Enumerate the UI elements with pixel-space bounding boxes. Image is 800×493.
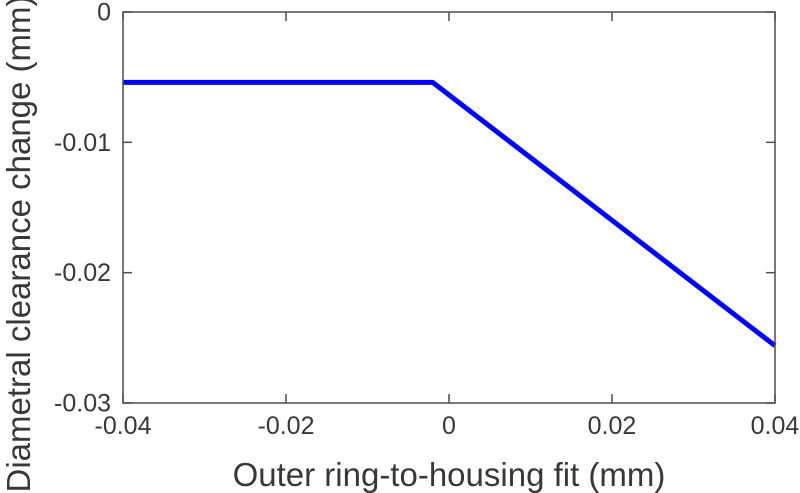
x-tick-label: -0.02 xyxy=(258,412,315,440)
x-tick-label: 0.02 xyxy=(588,412,637,440)
axes-box xyxy=(122,11,776,404)
x-tick-label: 0 xyxy=(442,412,456,440)
y-tick-label: -0.03 xyxy=(54,390,111,418)
y-tick-label: -0.01 xyxy=(54,129,111,157)
y-tick-label: -0.02 xyxy=(54,259,111,287)
x-tick-label: -0.04 xyxy=(95,412,152,440)
y-axis-label: Diametral clearance change (mm) xyxy=(0,0,37,493)
x-tick-label: 0.04 xyxy=(751,412,800,440)
series-line-diametral-clearance-change xyxy=(123,79,777,348)
x-axis-label: Outer ring-to-housing fit (mm) xyxy=(233,456,666,493)
y-tick-label: 0 xyxy=(97,0,111,27)
